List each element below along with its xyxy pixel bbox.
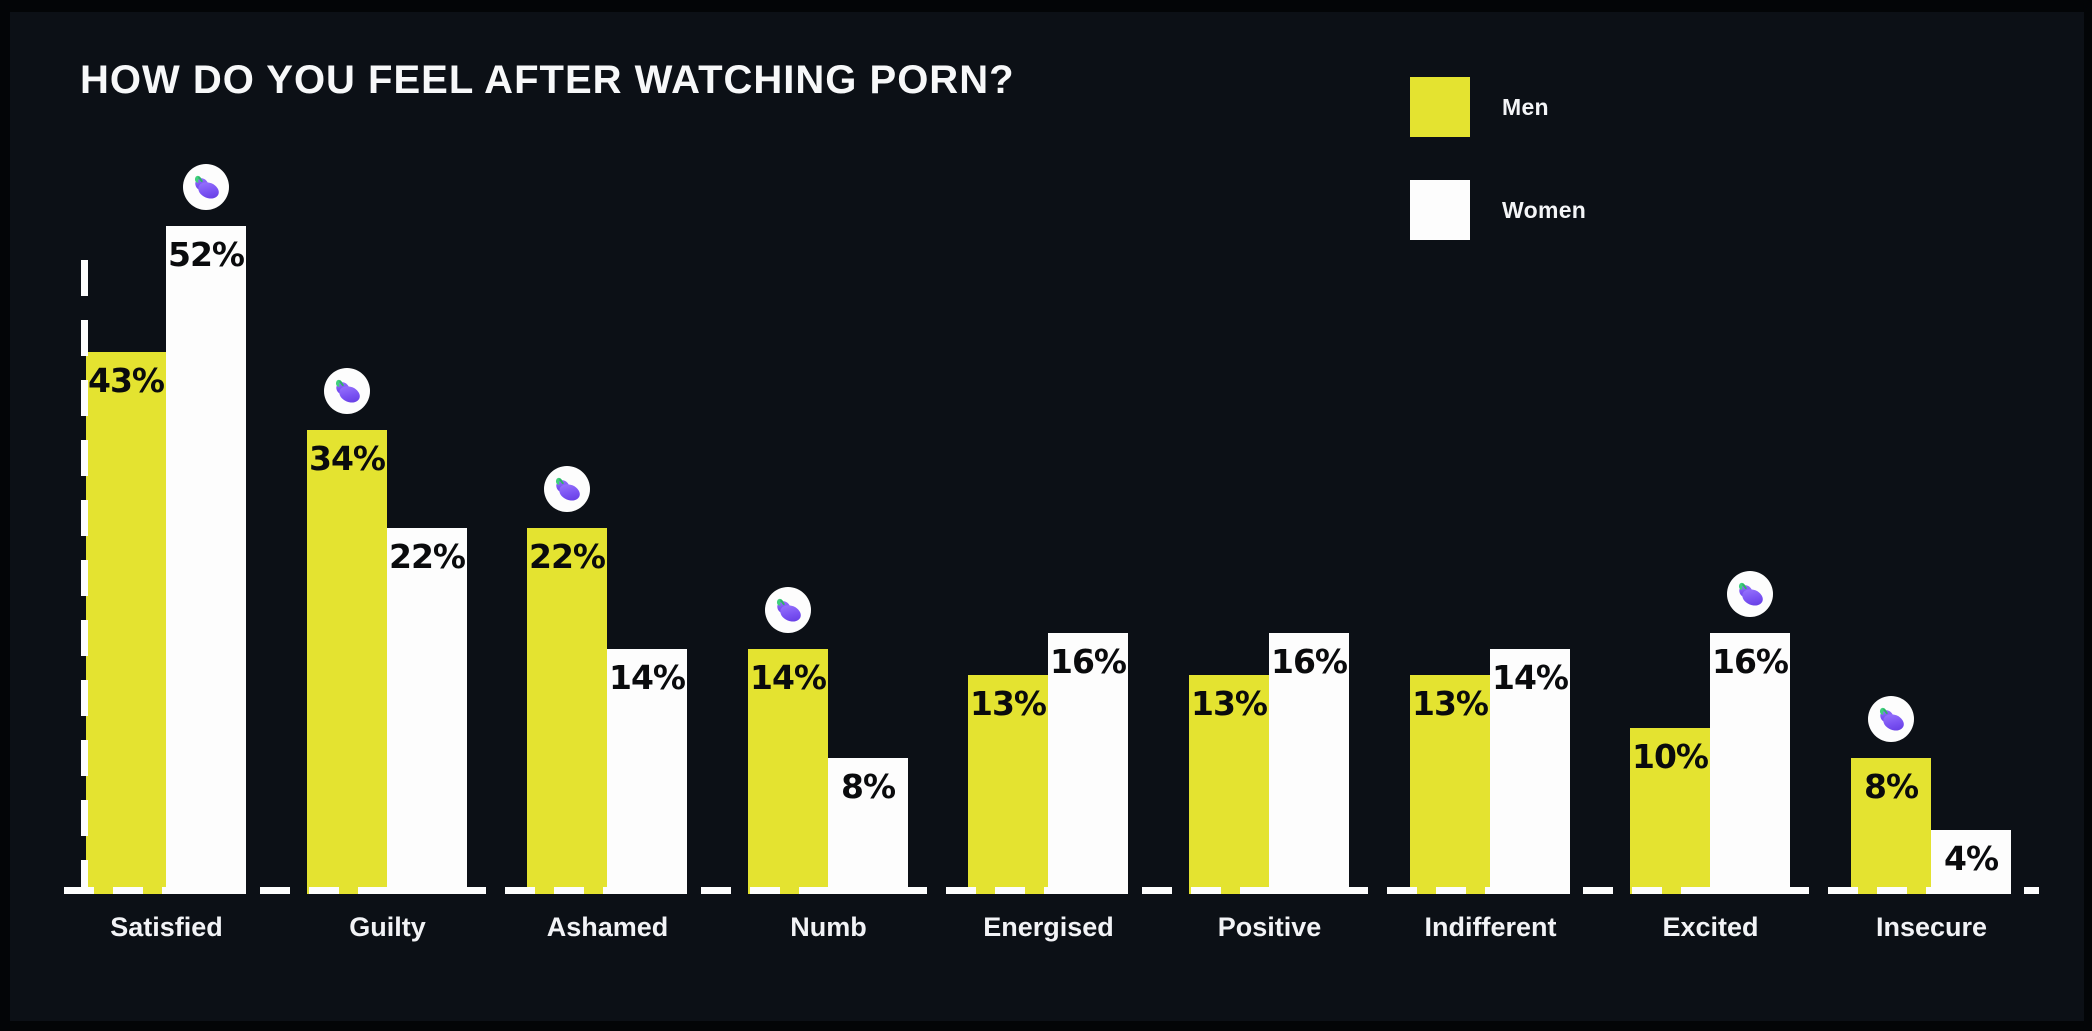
value-label-men-satisfied: 43% [88, 361, 165, 400]
value-label-men-excited: 10% [1632, 737, 1709, 776]
chart-title: HOW DO YOU FEEL AFTER WATCHING PORN? [80, 58, 1015, 102]
value-label-men-guilty: 34% [309, 439, 386, 478]
eggplant-icon-satisfied [183, 164, 229, 210]
value-label-men-energised: 13% [970, 684, 1047, 723]
bar-women-indifferent: 14% [1490, 649, 1570, 894]
category-label-satisfied: Satisfied [110, 912, 223, 942]
category-label-indifferent: Indifferent [1424, 912, 1557, 942]
category-label-positive: Positive [1217, 912, 1322, 942]
bar-women-energised: 16% [1048, 633, 1128, 894]
category-label-excited: Excited [1662, 912, 1759, 942]
value-label-men-positive: 13% [1191, 684, 1268, 723]
value-label-women-numb: 8% [840, 767, 896, 806]
value-label-women-insecure: 4% [1943, 839, 1999, 878]
eggplant-icon-excited [1727, 571, 1773, 617]
bar-women-excited: 16% [1710, 633, 1790, 894]
category-label-energised: Energised [983, 912, 1114, 942]
letterbox-bottom [0, 1021, 2092, 1031]
legend-swatch-men [1410, 77, 1470, 137]
eggplant-icon-insecure [1868, 696, 1914, 742]
y-axis-dashed-line [81, 260, 88, 894]
letterbox-right [2084, 0, 2092, 1031]
bar-men-excited: 10% [1630, 728, 1710, 894]
bar-men-numb: 14% [748, 649, 828, 894]
legend-swatch-women [1410, 180, 1470, 240]
bar-women-positive: 16% [1269, 633, 1349, 894]
category-label-guilty: Guilty [349, 912, 426, 942]
bar-men-positive: 13% [1189, 675, 1269, 894]
value-label-men-ashamed: 22% [529, 537, 606, 576]
eggplant-icon-ashamed [544, 466, 590, 512]
bar-women-ashamed: 14% [607, 649, 687, 894]
bar-men-satisfied: 43% [86, 352, 166, 894]
bar-men-indifferent: 13% [1410, 675, 1490, 894]
bar-men-guilty: 34% [307, 430, 387, 894]
bar-women-satisfied: 52% [166, 226, 246, 894]
value-label-women-positive: 16% [1271, 642, 1348, 681]
letterbox-left [0, 0, 10, 1031]
eggplant-icon-guilty [324, 368, 370, 414]
bar-men-insecure: 8% [1851, 758, 1931, 894]
legend-item-women: Women [1410, 180, 1586, 240]
value-label-women-indifferent: 14% [1492, 658, 1569, 697]
value-label-women-excited: 16% [1712, 642, 1789, 681]
value-label-men-indifferent: 13% [1412, 684, 1489, 723]
x-axis-dashed-line [64, 887, 2039, 894]
value-label-women-energised: 16% [1050, 642, 1127, 681]
value-label-men-numb: 14% [750, 658, 827, 697]
value-label-men-insecure: 8% [1863, 767, 1919, 806]
bar-women-numb: 8% [828, 758, 908, 894]
value-label-women-guilty: 22% [389, 537, 466, 576]
category-label-ashamed: Ashamed [546, 912, 669, 942]
value-label-women-ashamed: 14% [609, 658, 686, 697]
legend-label-women: Women [1502, 196, 1587, 223]
bar-men-ashamed: 22% [527, 528, 607, 894]
bar-women-guilty: 22% [387, 528, 467, 894]
eggplant-icon-numb [765, 587, 811, 633]
legend-label-men: Men [1502, 93, 1549, 120]
legend-item-men: Men [1410, 77, 1549, 137]
bar-men-energised: 13% [968, 675, 1048, 894]
bar-women-insecure: 4% [1931, 830, 2011, 894]
category-label-insecure: Insecure [1875, 912, 1988, 942]
letterbox-top [0, 0, 2092, 12]
value-label-women-satisfied: 52% [168, 235, 245, 274]
category-label-numb: Numb [790, 912, 867, 942]
